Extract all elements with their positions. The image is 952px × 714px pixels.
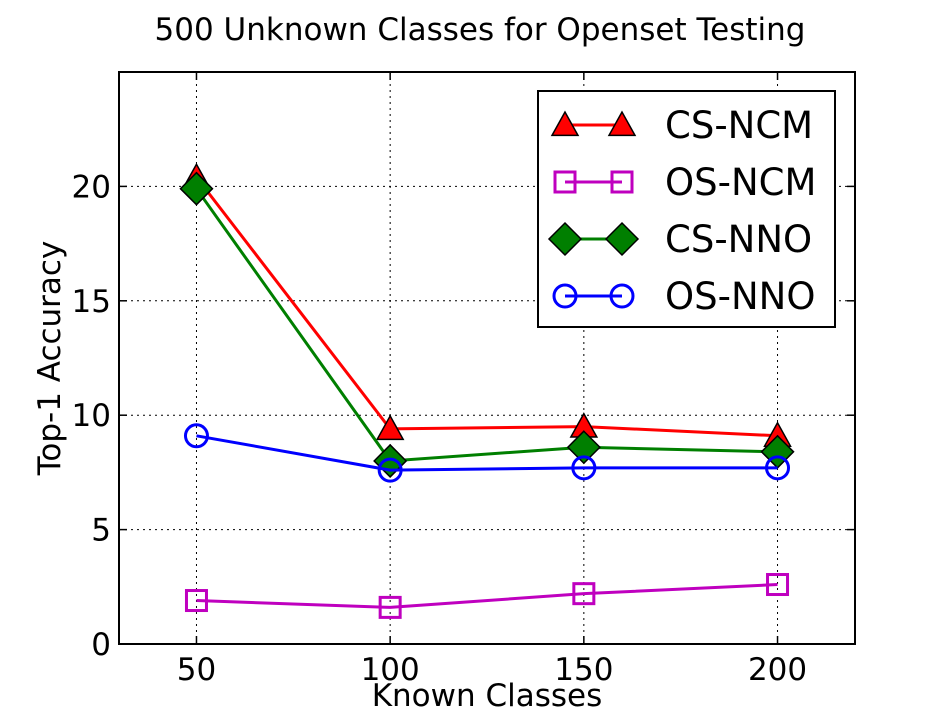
legend: CS-NCM OS-NCM CS-NNO OS-NNO — [537, 90, 836, 328]
legend-marker-cs-ncm — [550, 110, 580, 137]
legend-item-os-nno: OS-NNO — [552, 275, 815, 318]
legend-marker-os-ncm — [553, 170, 577, 194]
y-tick-label: 10 — [72, 398, 111, 434]
legend-box — [537, 90, 836, 328]
data-point-os-ncm — [572, 582, 596, 606]
legend-item-os-ncm: OS-NCM — [553, 161, 816, 204]
legend-marker-os-ncm — [610, 170, 634, 194]
data-point-cs-ncm — [375, 414, 405, 441]
series-line-os-ncm — [196, 583, 778, 609]
axis-ticks: 50 100 150 200 0 5 10 15 20 — [72, 72, 855, 688]
legend-marker-os-nno — [609, 283, 635, 309]
legend-label-cs-ncm: CS-NCM — [665, 104, 813, 147]
series-os-ncm — [184, 573, 790, 619]
series-layer — [179, 162, 795, 619]
data-point-cs-nno — [566, 430, 601, 465]
legend-marker-os-nno — [552, 283, 578, 309]
y-tick-label: 15 — [72, 284, 111, 320]
x-axis-label: Known Classes — [372, 678, 603, 714]
y-tick-label: 5 — [91, 513, 111, 549]
x-tick-label: 50 — [177, 652, 216, 688]
series-line-os-nno — [196, 434, 778, 472]
series-os-nno — [183, 423, 791, 483]
y-axis-label: Top-1 Accuracy — [32, 241, 68, 477]
chart-title: 500 Unknown Classes for Openset Testing — [155, 12, 806, 48]
legend-label-os-nno: OS-NNO — [665, 275, 815, 318]
data-point-os-nno — [377, 457, 403, 483]
data-point-os-nno — [183, 423, 209, 449]
legend-marker-cs-nno — [547, 221, 583, 257]
x-tick-label: 100 — [361, 652, 420, 688]
data-point-os-ncm — [378, 595, 402, 619]
legend-item-cs-ncm: CS-NCM — [550, 104, 813, 147]
data-point-os-ncm — [766, 573, 790, 597]
y-tick-label: 0 — [91, 627, 111, 663]
legend-marker-cs-nno — [604, 221, 640, 257]
series-line-cs-ncm — [195, 176, 778, 438]
legend-marker-cs-ncm — [607, 110, 637, 137]
data-point-os-ncm — [184, 589, 208, 613]
series-line-cs-nno — [195, 187, 778, 463]
plot-frame — [118, 71, 856, 645]
y-tick-label: 20 — [72, 169, 111, 205]
x-tick-label: 150 — [554, 652, 613, 688]
data-point-os-nno — [765, 455, 791, 481]
legend-item-cs-nno: CS-NNO — [547, 218, 812, 261]
legend-label-os-ncm: OS-NCM — [665, 161, 816, 204]
legend-label-cs-nno: CS-NNO — [665, 218, 812, 261]
data-point-cs-nno — [179, 171, 214, 206]
data-point-os-nno — [571, 455, 597, 481]
x-tick-label: 200 — [748, 652, 807, 688]
